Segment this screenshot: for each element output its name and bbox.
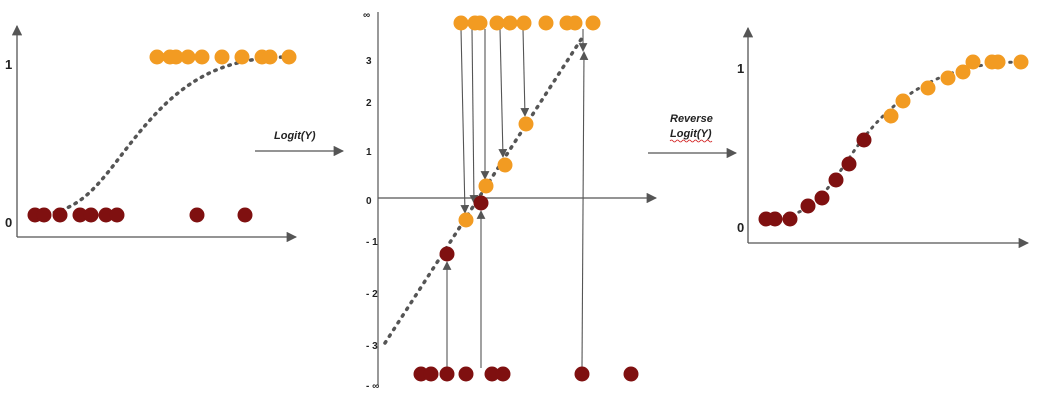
positive-prob-dot [883, 108, 899, 124]
negative-dot [623, 366, 639, 382]
left-y-tick-1: 1 [5, 57, 12, 72]
spellcheck-squiggle [669, 139, 713, 143]
positive-dot [567, 15, 583, 31]
positive-dot [538, 15, 554, 31]
projection-arrow [460, 28, 470, 214]
middle-y-tick-label: - 3 [366, 341, 378, 352]
positive-dot [194, 49, 210, 65]
negative-dot [98, 207, 114, 223]
positive-dot [281, 49, 297, 65]
left-y-tick-0: 0 [5, 215, 12, 230]
positive-dot [472, 15, 488, 31]
negative-logit-dot [473, 195, 489, 211]
positive-dot [168, 49, 184, 65]
negative-prob-dot [800, 198, 816, 214]
right-y-tick-0: 0 [737, 220, 744, 235]
logit-label: Logit(Y) [274, 130, 316, 142]
negative-prob-dot [767, 211, 783, 227]
middle-panel: ∞ 3 2 1 0 - 1 - 2 - 3 - ∞ [363, 10, 658, 392]
middle-logit-line [383, 36, 584, 345]
negative-prob-dot [814, 190, 830, 206]
positive-dot [180, 49, 196, 65]
negative-dot [36, 207, 52, 223]
middle-y-tick-label: - ∞ [366, 381, 379, 392]
positive-logit-dot [518, 116, 534, 132]
negative-dot [574, 366, 590, 382]
logit-transform: Logit(Y) [255, 130, 345, 157]
negative-dot [109, 207, 125, 223]
positive-dot [214, 49, 230, 65]
positive-prob-dot [965, 54, 981, 70]
negative-dot [423, 366, 439, 382]
middle-y-tick-label: 0 [366, 196, 372, 207]
positive-dot [585, 15, 601, 31]
projection-arrow [579, 51, 589, 369]
projection-arrow [520, 28, 530, 117]
left-sigmoid-curve [30, 55, 292, 217]
middle-projection-arrows [442, 28, 589, 369]
negative-prob-dot [782, 211, 798, 227]
negative-dot [72, 207, 88, 223]
positive-logit-dot [478, 178, 494, 194]
negative-logit-dot [439, 246, 455, 262]
right-dots [758, 54, 1029, 227]
right-panel: 1 0 [737, 26, 1030, 249]
positive-prob-dot [1013, 54, 1029, 70]
positive-prob-dot [955, 64, 971, 80]
positive-dot [489, 15, 505, 31]
reverse-logit-transform: Reverse Logit(Y) [648, 113, 738, 159]
middle-y-tick-label: 1 [366, 147, 372, 158]
negative-dot [189, 207, 205, 223]
negative-dot [458, 366, 474, 382]
positive-logit-dot [458, 212, 474, 228]
left-dots [27, 49, 297, 223]
positive-dot [234, 49, 250, 65]
middle-y-tick-label: 3 [366, 56, 372, 67]
negative-prob-dot [828, 172, 844, 188]
middle-y-tick-label: - 1 [366, 237, 378, 248]
negative-dot [83, 207, 99, 223]
projection-arrow [498, 28, 508, 158]
right-sigmoid-curve [760, 60, 1024, 220]
projection-arrow [469, 28, 479, 204]
negative-dot [495, 366, 511, 382]
positive-dot [149, 49, 165, 65]
positive-dot [453, 15, 469, 31]
positive-logit-dot [497, 157, 513, 173]
middle-y-tick-label: ∞ [363, 10, 370, 21]
positive-prob-dot [940, 70, 956, 86]
negative-prob-dot [841, 156, 857, 172]
negative-dot [52, 207, 68, 223]
positive-prob-dot [895, 93, 911, 109]
positive-prob-dot [920, 80, 936, 96]
middle-y-tick-label: - 2 [366, 289, 378, 300]
positive-dot [502, 15, 518, 31]
middle-y-ticks: ∞ 3 2 1 0 - 1 - 2 - 3 - ∞ [363, 10, 379, 392]
negative-prob-dot [856, 132, 872, 148]
middle-y-tick-label: 2 [366, 98, 372, 109]
positive-dot [262, 49, 278, 65]
positive-dot [516, 15, 532, 31]
reverse-label-line2: Logit(Y) [670, 128, 712, 140]
right-y-tick-1: 1 [737, 61, 744, 76]
left-panel: 1 0 [5, 24, 298, 243]
positive-prob-dot [990, 54, 1006, 70]
reverse-label-line1: Reverse [670, 113, 713, 125]
negative-dot [237, 207, 253, 223]
negative-dot [484, 366, 500, 382]
negative-dot [439, 366, 455, 382]
middle-dots [413, 15, 639, 382]
